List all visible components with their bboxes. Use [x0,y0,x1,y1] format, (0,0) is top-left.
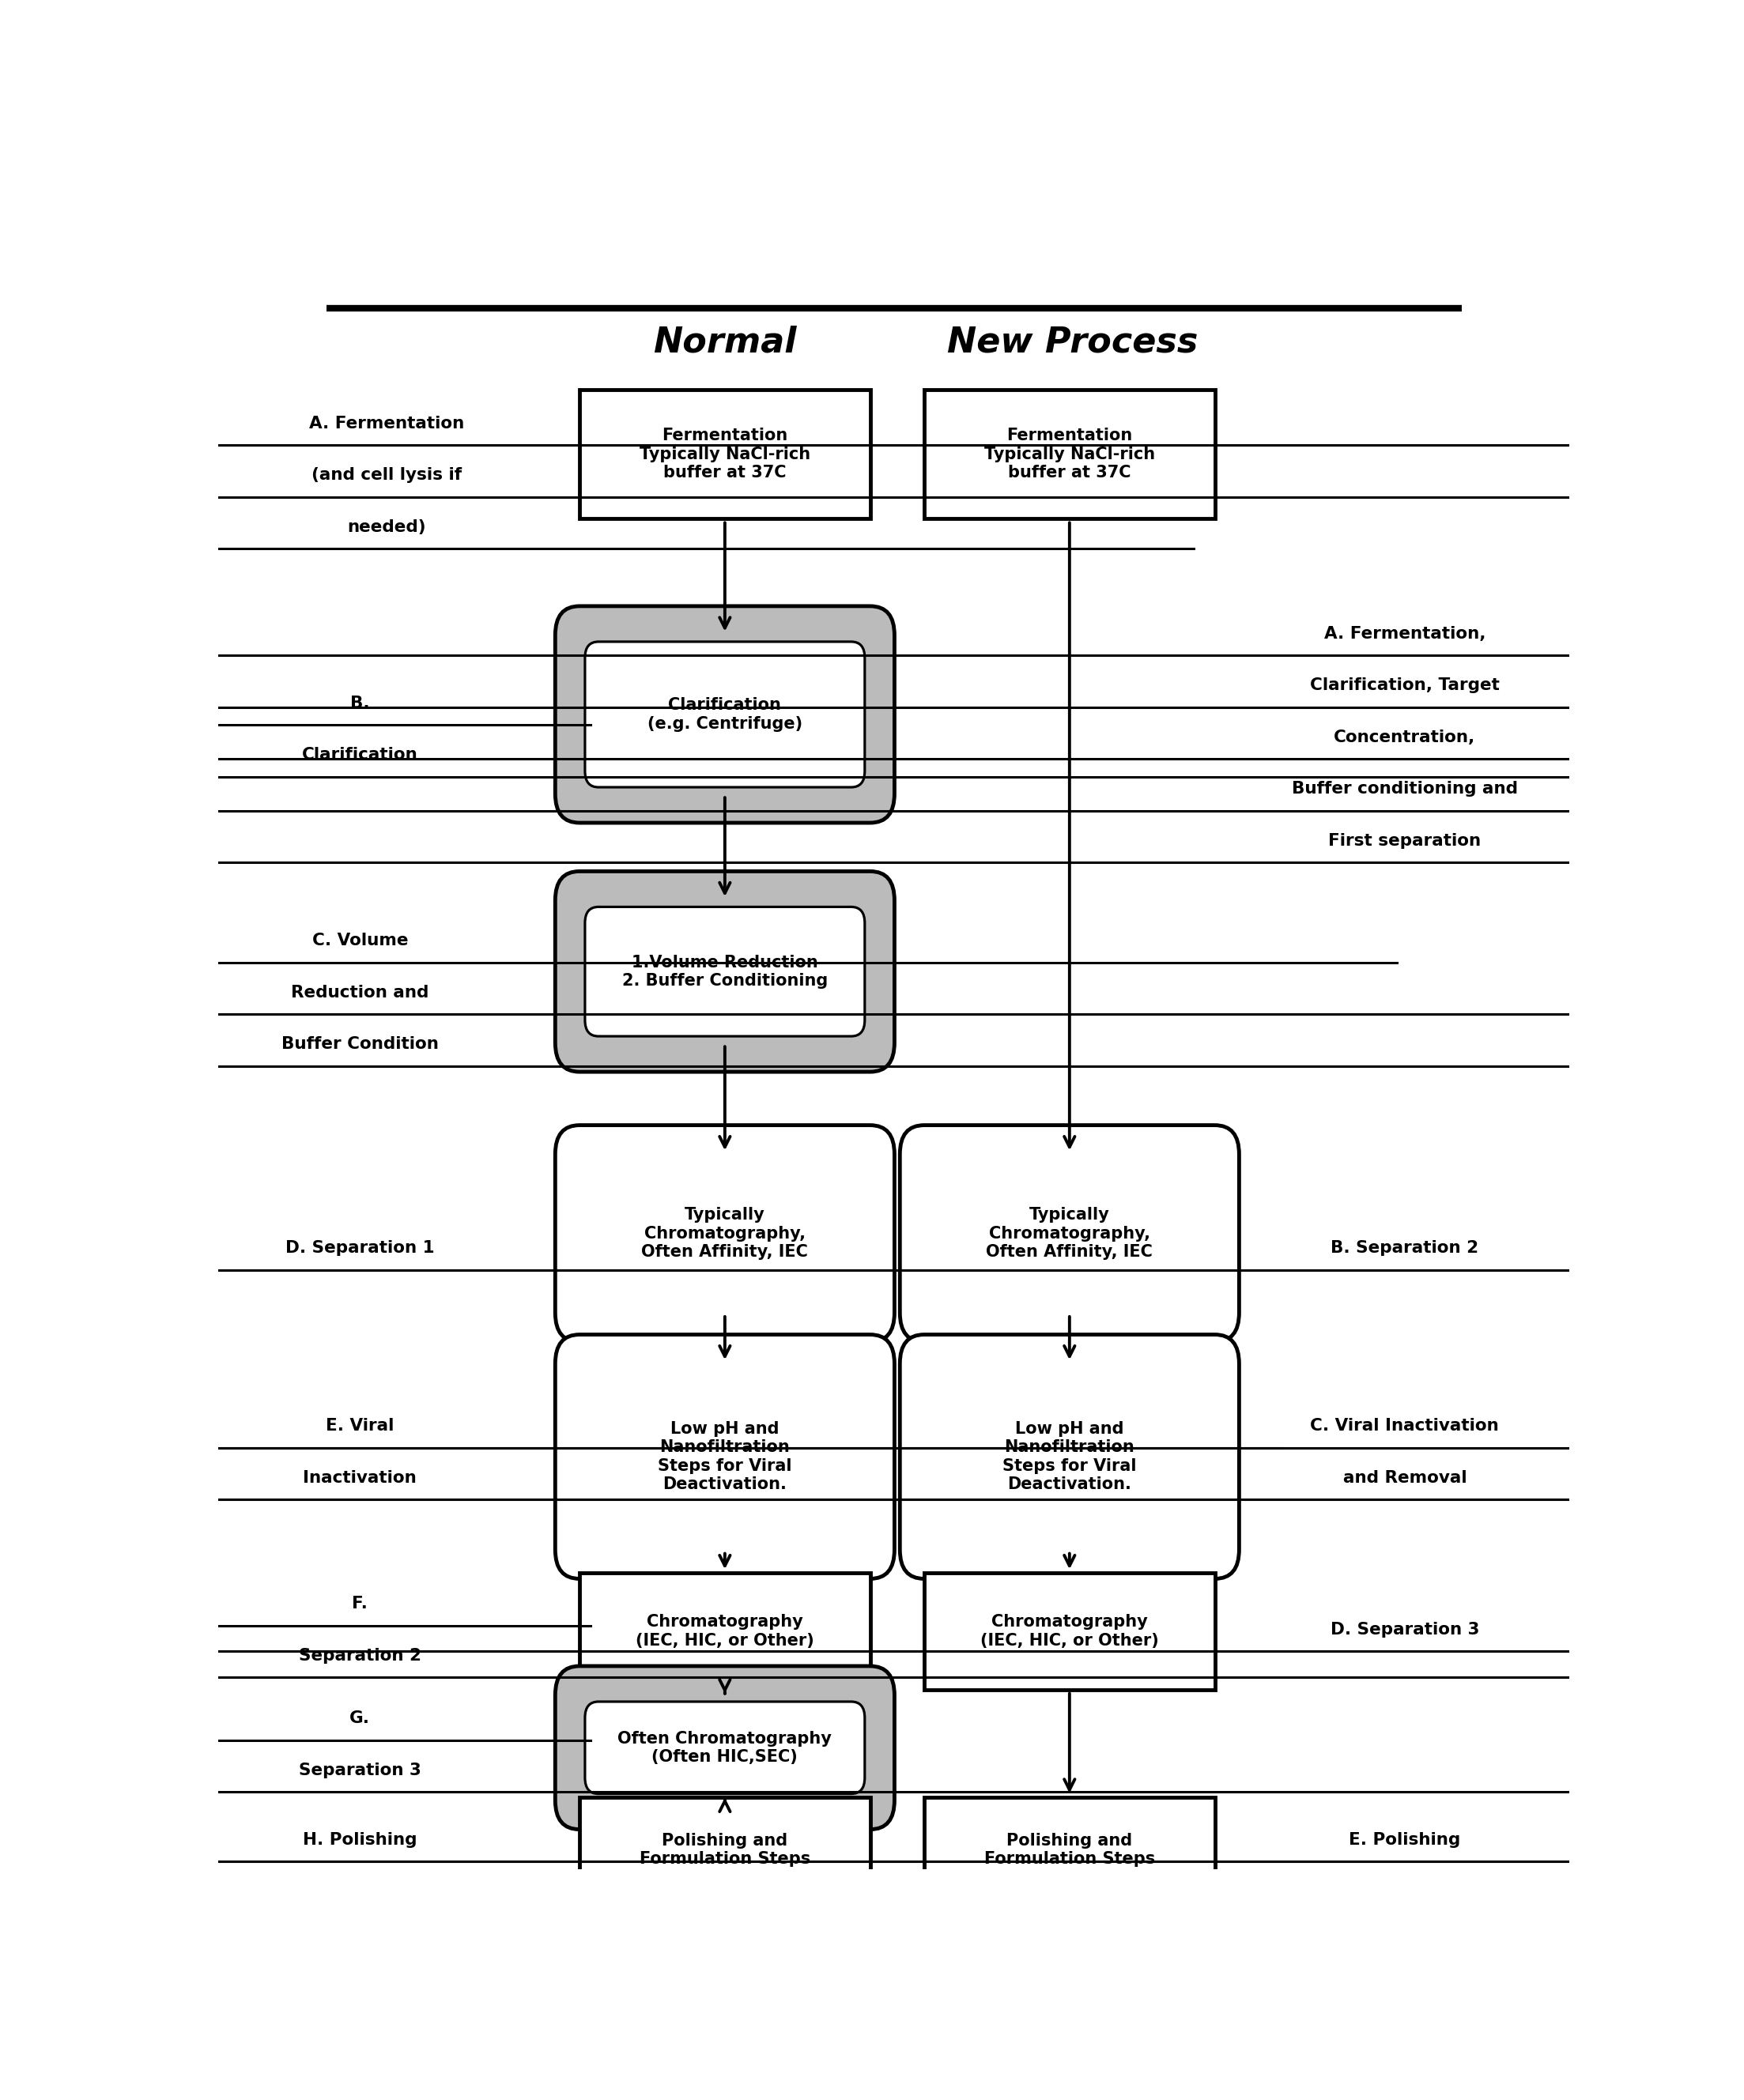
Bar [924,1573,1216,1691]
Text: Often Chromatography
(Often HIC,SEC): Often Chromatography (Often HIC,SEC) [617,1730,832,1764]
Text: E. Viral: E. Viral [326,1418,394,1434]
Bar [924,1798,1216,1903]
FancyBboxPatch shape [555,1336,895,1579]
Text: Buffer Condition: Buffer Condition [281,1037,438,1052]
Text: D. Separation 1: D. Separation 1 [286,1241,434,1256]
Bar [579,1573,870,1691]
Text: Low pH and
Nanofiltration
Steps for Viral
Deactivation.: Low pH and Nanofiltration Steps for Vira… [657,1422,792,1493]
Text: B. Separation 2: B. Separation 2 [1331,1241,1479,1256]
Bar [924,388,1216,519]
Text: Chromatography
(IEC, HIC, or Other): Chromatography (IEC, HIC, or Other) [635,1615,814,1648]
Text: E. Polishing: E. Polishing [1348,1831,1460,1848]
Text: D. Separation 3: D. Separation 3 [1331,1621,1479,1638]
FancyBboxPatch shape [900,1336,1240,1579]
Text: Clarification
(e.g. Centrifuge): Clarification (e.g. Centrifuge) [647,697,802,731]
FancyBboxPatch shape [555,1665,895,1829]
Text: A. Fermentation: A. Fermentation [309,416,464,430]
Bar [579,1798,870,1903]
Text: Reduction and: Reduction and [291,985,429,1000]
Text: C. Volume: C. Volume [312,932,408,949]
Text: New Process: New Process [947,326,1198,359]
Text: First separation: First separation [1329,834,1481,848]
Text: G.: G. [349,1712,370,1726]
Text: Chromatography
(IEC, HIC, or Other): Chromatography (IEC, HIC, or Other) [980,1615,1158,1648]
Text: Separation 2: Separation 2 [298,1648,422,1663]
FancyBboxPatch shape [584,643,865,788]
FancyBboxPatch shape [555,1126,895,1342]
Text: needed): needed) [347,519,426,536]
FancyBboxPatch shape [584,907,865,1035]
Text: Clarification: Clarification [302,748,419,762]
Text: Separation 3: Separation 3 [298,1762,420,1779]
Text: Low pH and
Nanofiltration
Steps for Viral
Deactivation.: Low pH and Nanofiltration Steps for Vira… [1003,1422,1137,1493]
FancyBboxPatch shape [900,1126,1240,1342]
FancyBboxPatch shape [555,872,895,1071]
Text: Typically
Chromatography,
Often Affinity, IEC: Typically Chromatography, Often Affinity… [985,1208,1153,1260]
Text: Inactivation: Inactivation [303,1470,417,1485]
FancyBboxPatch shape [555,607,895,823]
Text: Polishing and
Formulation Steps: Polishing and Formulation Steps [640,1833,811,1867]
Text: B.: B. [351,695,370,712]
Text: Normal: Normal [652,326,797,359]
Text: Polishing and
Formulation Steps: Polishing and Formulation Steps [984,1833,1155,1867]
Text: Concentration,: Concentration, [1334,729,1475,746]
Text: H. Polishing: H. Polishing [303,1831,417,1848]
Text: F.: F. [352,1596,368,1611]
Text: (and cell lysis if: (and cell lysis if [312,466,462,483]
Text: C. Viral Inactivation: C. Viral Inactivation [1310,1418,1500,1434]
Text: A. Fermentation,: A. Fermentation, [1324,626,1486,640]
Text: Clarification, Target: Clarification, Target [1310,678,1500,693]
Text: Typically
Chromatography,
Often Affinity, IEC: Typically Chromatography, Often Affinity… [642,1208,807,1260]
Text: and Removal: and Removal [1343,1470,1467,1485]
Bar [579,388,870,519]
Text: 1.Volume Reduction
2. Buffer Conditioning: 1.Volume Reduction 2. Buffer Conditionin… [623,956,828,989]
FancyBboxPatch shape [584,1701,865,1793]
Text: Fermentation
Typically NaCl-rich
buffer at 37C: Fermentation Typically NaCl-rich buffer … [984,428,1155,481]
Text: Fermentation
Typically NaCl-rich
buffer at 37C: Fermentation Typically NaCl-rich buffer … [640,428,811,481]
Text: Buffer conditioning and: Buffer conditioning and [1292,781,1517,796]
